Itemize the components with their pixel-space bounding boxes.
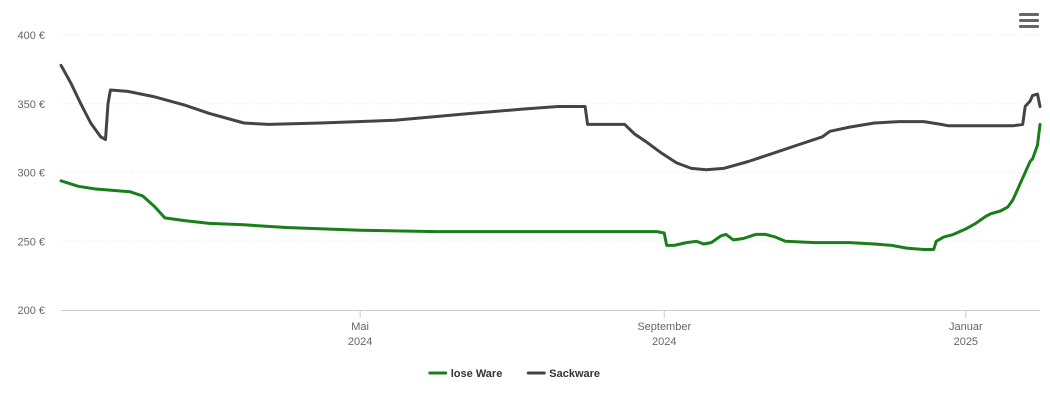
x-tick-sublabel: 2024 (348, 336, 372, 348)
x-tick-sublabel: 2025 (954, 336, 978, 348)
series-line-lose-ware[interactable] (59, 122, 1042, 251)
menu-bar (1019, 19, 1039, 22)
y-tick-label: 200 € (17, 305, 45, 317)
grid-lines (61, 34, 1040, 242)
legend-label: Sackware (549, 368, 600, 380)
x-tick-label: September (637, 321, 691, 333)
plot-series (59, 63, 1042, 251)
series-line-sackware[interactable] (59, 63, 1042, 172)
hamburger-menu-icon[interactable] (1019, 13, 1039, 31)
x-tick-sublabel: 2024 (652, 336, 676, 348)
y-tick-label: 250 € (17, 236, 45, 248)
x-tick-label: Mai (351, 321, 369, 333)
legend-label: lose Ware (451, 368, 503, 380)
legend-item[interactable]: lose Ware (428, 368, 503, 380)
x-tick-label: Januar (949, 321, 983, 333)
y-tick-label: 300 € (17, 168, 45, 180)
legend[interactable]: lose Ware Sackware (428, 368, 600, 380)
legend-item[interactable]: Sackware (526, 368, 600, 380)
y-axis: 200 € 250 € 300 € 350 € 400 € (17, 30, 45, 317)
menu-bar (1019, 25, 1039, 28)
menu-bar (1019, 13, 1039, 16)
y-tick-label: 350 € (17, 99, 45, 111)
x-axis: Mai 2024 September 2024 Januar 2025 (61, 310, 1040, 348)
y-tick-label: 400 € (17, 30, 45, 42)
